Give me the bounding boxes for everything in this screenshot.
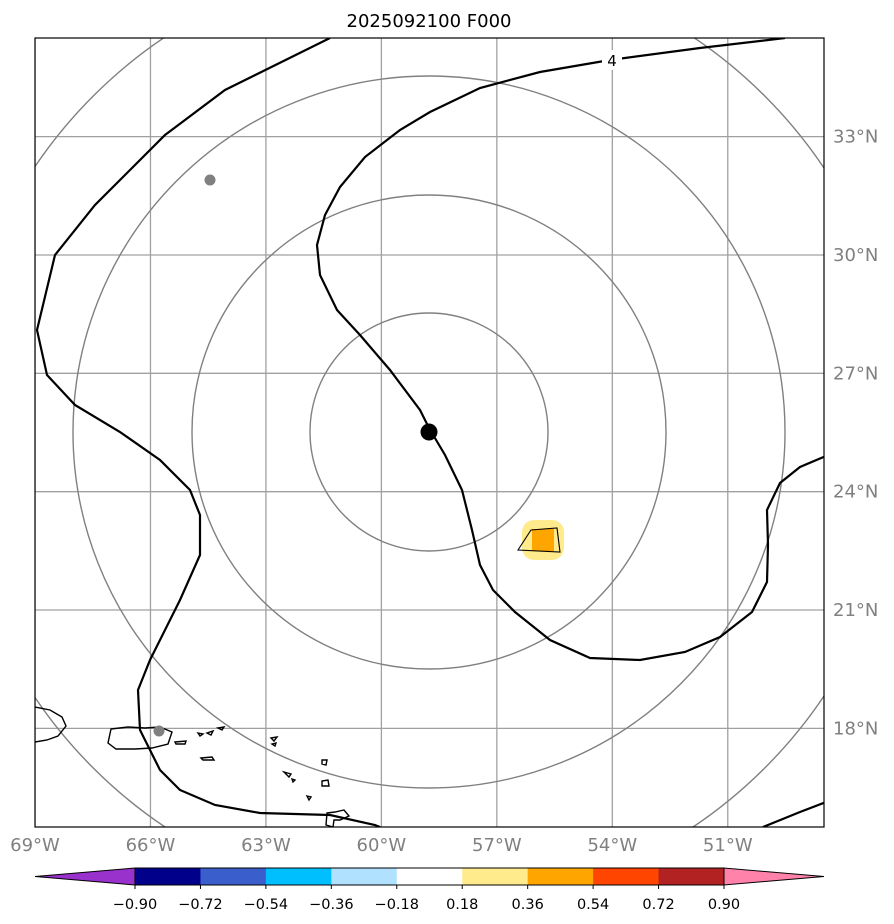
latitude-labels: 18°N 21°N 24°N 27°N 30°N 33°N <box>833 127 878 740</box>
colorbar-extend-low <box>34 867 136 886</box>
colorbar-swatch <box>331 868 398 885</box>
map-title: 2025092100 F000 <box>347 11 512 32</box>
colorbar-swatch <box>593 868 660 885</box>
lat-tick-label: 24°N <box>833 482 878 503</box>
coastlines <box>35 706 351 827</box>
lon-tick-label: 54°W <box>587 835 637 856</box>
range-ring-3 <box>72 75 786 789</box>
colorbar-label: −0.72 <box>178 897 222 913</box>
colorbar-label: −0.36 <box>309 897 353 913</box>
storm-center-marker <box>420 423 438 441</box>
lon-tick-label: 66°W <box>126 835 176 856</box>
island-virgin-3 <box>215 726 226 731</box>
lon-tick-label: 69°W <box>10 835 60 856</box>
longitude-labels: 69°W 66°W 63°W 60°W 57°W 54°W 51°W <box>10 835 753 856</box>
height-contours <box>35 38 824 827</box>
contour-west <box>35 38 381 827</box>
marker-puerto-rico <box>153 725 165 737</box>
colorbar-label: 0.54 <box>577 897 609 913</box>
colorbar-swatch <box>527 868 594 885</box>
range-ring-inner <box>309 312 549 552</box>
anomaly-patch-inner <box>532 529 554 551</box>
island-vieques <box>173 740 188 745</box>
colorbar-label: −0.54 <box>244 897 288 913</box>
contour-label: 4 <box>607 52 617 70</box>
graticule <box>35 38 824 827</box>
lat-tick-label: 27°N <box>833 363 878 384</box>
colorbar-swatch <box>396 868 463 885</box>
map-frame <box>34 37 825 828</box>
range-ring-2 <box>191 194 667 670</box>
contour-east <box>315 38 824 662</box>
island-montserrat <box>305 794 313 802</box>
colorbar-swatch <box>135 868 201 885</box>
anomaly-patch <box>517 520 564 560</box>
contour-label-bg <box>602 50 622 70</box>
island-antigua <box>321 779 330 787</box>
island-st-kitts <box>281 770 293 779</box>
colorbar-swatch <box>462 868 529 885</box>
island-virgin-1 <box>196 731 205 737</box>
lat-tick-label: 18°N <box>833 718 878 739</box>
contour-southeast <box>762 801 824 827</box>
coastline-puerto-rico <box>107 726 173 750</box>
lon-tick-label: 51°W <box>703 835 753 856</box>
island-nevis <box>290 777 297 784</box>
anomaly-contour <box>517 527 561 553</box>
colorbar-label: −0.90 <box>113 897 157 913</box>
island-st-croix <box>199 756 216 761</box>
lat-tick-label: 21°N <box>833 600 878 621</box>
island-st-martin <box>270 742 278 748</box>
lon-tick-label: 57°W <box>472 835 522 856</box>
island-virgin-2 <box>205 729 215 736</box>
colorbar-label: 0.72 <box>642 897 674 913</box>
colorbar-label: −0.18 <box>375 897 419 913</box>
colorbar-frame <box>134 867 725 886</box>
colorbar: −0.90 −0.72 −0.54 −0.36 −0.18 0.18 0.36 0.54 0.7… <box>34 867 825 913</box>
marker-bermuda <box>204 174 216 186</box>
colorbar-label: 0.36 <box>512 897 544 913</box>
island-guadeloupe <box>325 809 351 827</box>
colorbar-swatch <box>265 868 332 885</box>
lat-tick-label: 33°N <box>833 127 878 148</box>
colorbar-label: 0.90 <box>708 897 740 913</box>
colorbar-extend-high <box>723 867 825 886</box>
lon-tick-label: 60°W <box>357 835 407 856</box>
colorbar-swatch <box>658 868 725 885</box>
coastline-hispaniola <box>35 706 67 743</box>
colorbar-swatch <box>200 868 267 885</box>
colorbar-label: 0.18 <box>446 897 478 913</box>
island-barbuda <box>321 759 328 766</box>
island-anguilla <box>269 736 279 743</box>
lat-tick-label: 30°N <box>833 245 878 266</box>
lon-tick-label: 63°W <box>241 835 291 856</box>
